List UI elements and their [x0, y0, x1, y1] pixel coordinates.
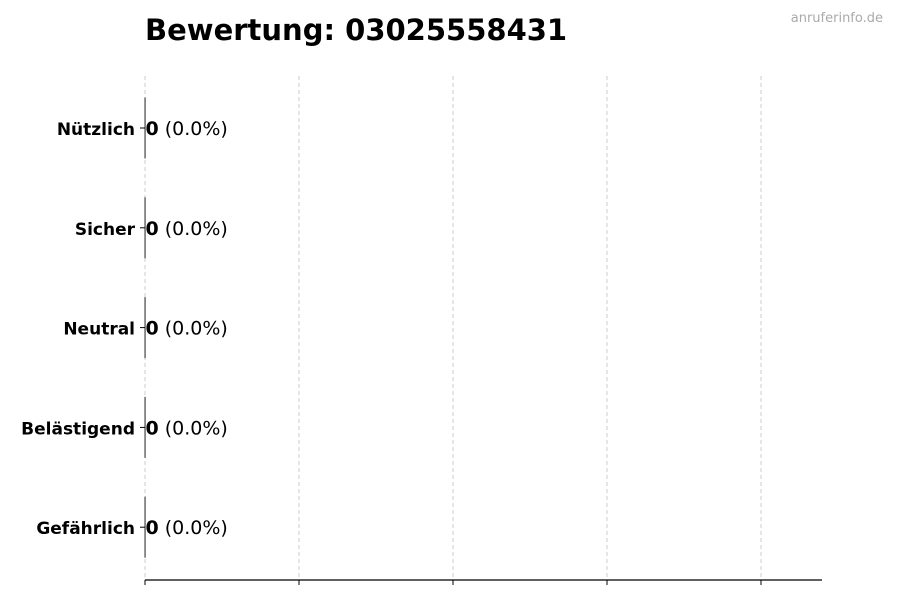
- category-label: Neutral: [63, 320, 135, 340]
- category-label: Sicher: [75, 220, 136, 240]
- percent-label: (0.0%): [165, 417, 228, 439]
- chart-title: Bewertung: 03025558431: [145, 13, 567, 47]
- category-label: Belästigend: [21, 419, 135, 439]
- data-label: 0 (0.0%): [146, 517, 228, 539]
- percent-label: (0.0%): [165, 318, 228, 340]
- count-label: 0: [146, 417, 159, 439]
- count-label: 0: [146, 218, 159, 240]
- percent-label: (0.0%): [165, 218, 228, 240]
- data-label: 0 (0.0%): [146, 417, 228, 439]
- data-label: 0 (0.0%): [146, 318, 228, 340]
- count-label: 0: [146, 118, 159, 140]
- percent-label: (0.0%): [165, 118, 228, 140]
- percent-label: (0.0%): [165, 517, 228, 539]
- count-label: 0: [146, 318, 159, 340]
- data-label: 0 (0.0%): [146, 118, 228, 140]
- watermark: anruferinfo.de: [791, 11, 883, 26]
- count-label: 0: [146, 517, 159, 539]
- category-label: Gefährlich: [36, 519, 135, 539]
- category-label: Nützlich: [57, 120, 135, 140]
- data-label: 0 (0.0%): [146, 218, 228, 240]
